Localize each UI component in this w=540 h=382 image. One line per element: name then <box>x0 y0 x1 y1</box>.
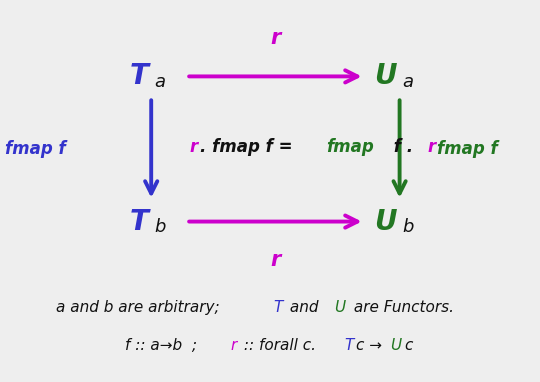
Text: fmap: fmap <box>326 138 374 156</box>
Text: a: a <box>154 73 165 91</box>
Text: T: T <box>130 207 148 236</box>
Text: fmap f: fmap f <box>437 140 497 158</box>
Text: c →: c → <box>356 338 382 353</box>
Text: b: b <box>402 218 414 236</box>
Text: f .: f . <box>388 138 419 156</box>
Text: r: r <box>428 138 436 156</box>
Text: r: r <box>189 138 197 156</box>
Text: U: U <box>390 338 401 353</box>
Text: r: r <box>271 28 280 48</box>
Text: U: U <box>335 300 346 315</box>
Text: fmap f: fmap f <box>5 140 65 158</box>
Text: T: T <box>273 300 282 315</box>
Text: are Functors.: are Functors. <box>349 300 454 315</box>
Text: . fmap f =: . fmap f = <box>200 138 298 156</box>
Text: and: and <box>285 300 323 315</box>
Text: r: r <box>271 250 280 270</box>
Text: :: forall c.: :: forall c. <box>239 338 320 353</box>
Text: U: U <box>374 62 397 91</box>
Text: U: U <box>374 207 397 236</box>
Text: T: T <box>130 62 148 91</box>
Text: f :: a→b  ;: f :: a→b ; <box>125 338 207 353</box>
Text: c: c <box>404 338 413 353</box>
Text: a: a <box>402 73 413 91</box>
Text: a and b are arbitrary;: a and b are arbitrary; <box>56 300 224 315</box>
Text: r: r <box>231 338 237 353</box>
Text: T: T <box>344 338 354 353</box>
Text: b: b <box>154 218 165 236</box>
